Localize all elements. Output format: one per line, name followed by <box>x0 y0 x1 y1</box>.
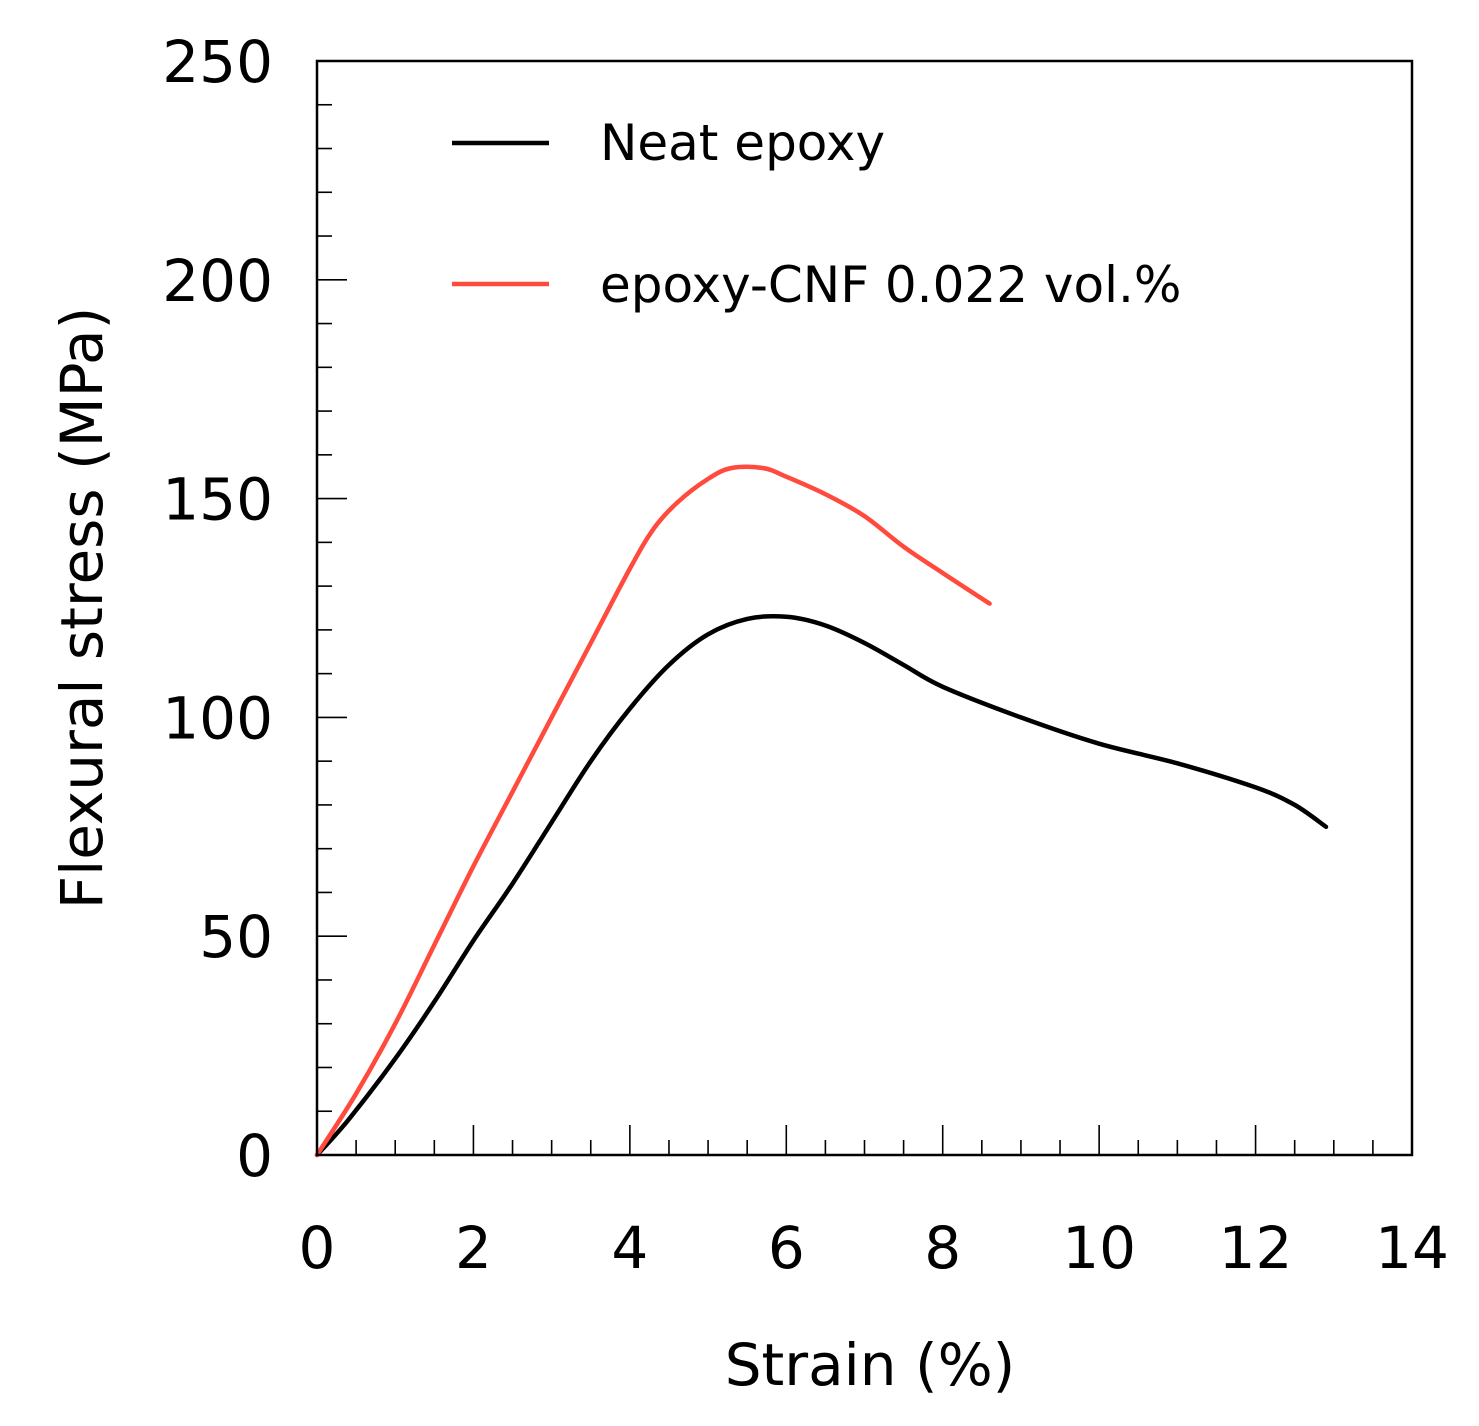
x-axis-title: Strain (%) <box>725 1331 1016 1399</box>
y-tick-label: 50 <box>199 903 273 971</box>
tick-labels: 0 2 4 6 8 10 12 14 0 50 100 150 200 250 <box>162 28 1449 1282</box>
y-tick-label: 150 <box>162 466 273 534</box>
x-tick-label: 4 <box>611 1214 648 1282</box>
series-line-neat-epoxy <box>314 613 1329 1158</box>
x-tick-label: 12 <box>1219 1214 1293 1282</box>
plot-area-frame <box>315 59 1414 1157</box>
y-tick-label: 0 <box>236 1122 273 1190</box>
series-line-epoxy-cnf <box>314 464 992 1158</box>
y-tick-label: 250 <box>162 28 273 96</box>
legend-label-neat-epoxy: Neat epoxy <box>600 114 885 172</box>
y-tick-label: 200 <box>162 247 273 315</box>
x-tick-label: 8 <box>924 1214 961 1282</box>
x-tick-label: 2 <box>455 1214 492 1282</box>
y-axis-title: Flexural stress (MPa) <box>48 307 116 909</box>
x-tick-label: 0 <box>299 1214 336 1282</box>
axis-ticks <box>316 60 1413 1156</box>
legend-label-epoxy-cnf: epoxy-CNF 0.022 vol.% <box>600 256 1181 314</box>
x-tick-label: 14 <box>1375 1214 1449 1282</box>
x-tick-label: 6 <box>768 1214 805 1282</box>
series-lines <box>314 464 1329 1158</box>
x-tick-label: 10 <box>1062 1214 1136 1282</box>
y-tick-label: 100 <box>162 684 273 752</box>
legend: Neat epoxy epoxy-CNF 0.022 vol.% <box>452 114 1181 314</box>
